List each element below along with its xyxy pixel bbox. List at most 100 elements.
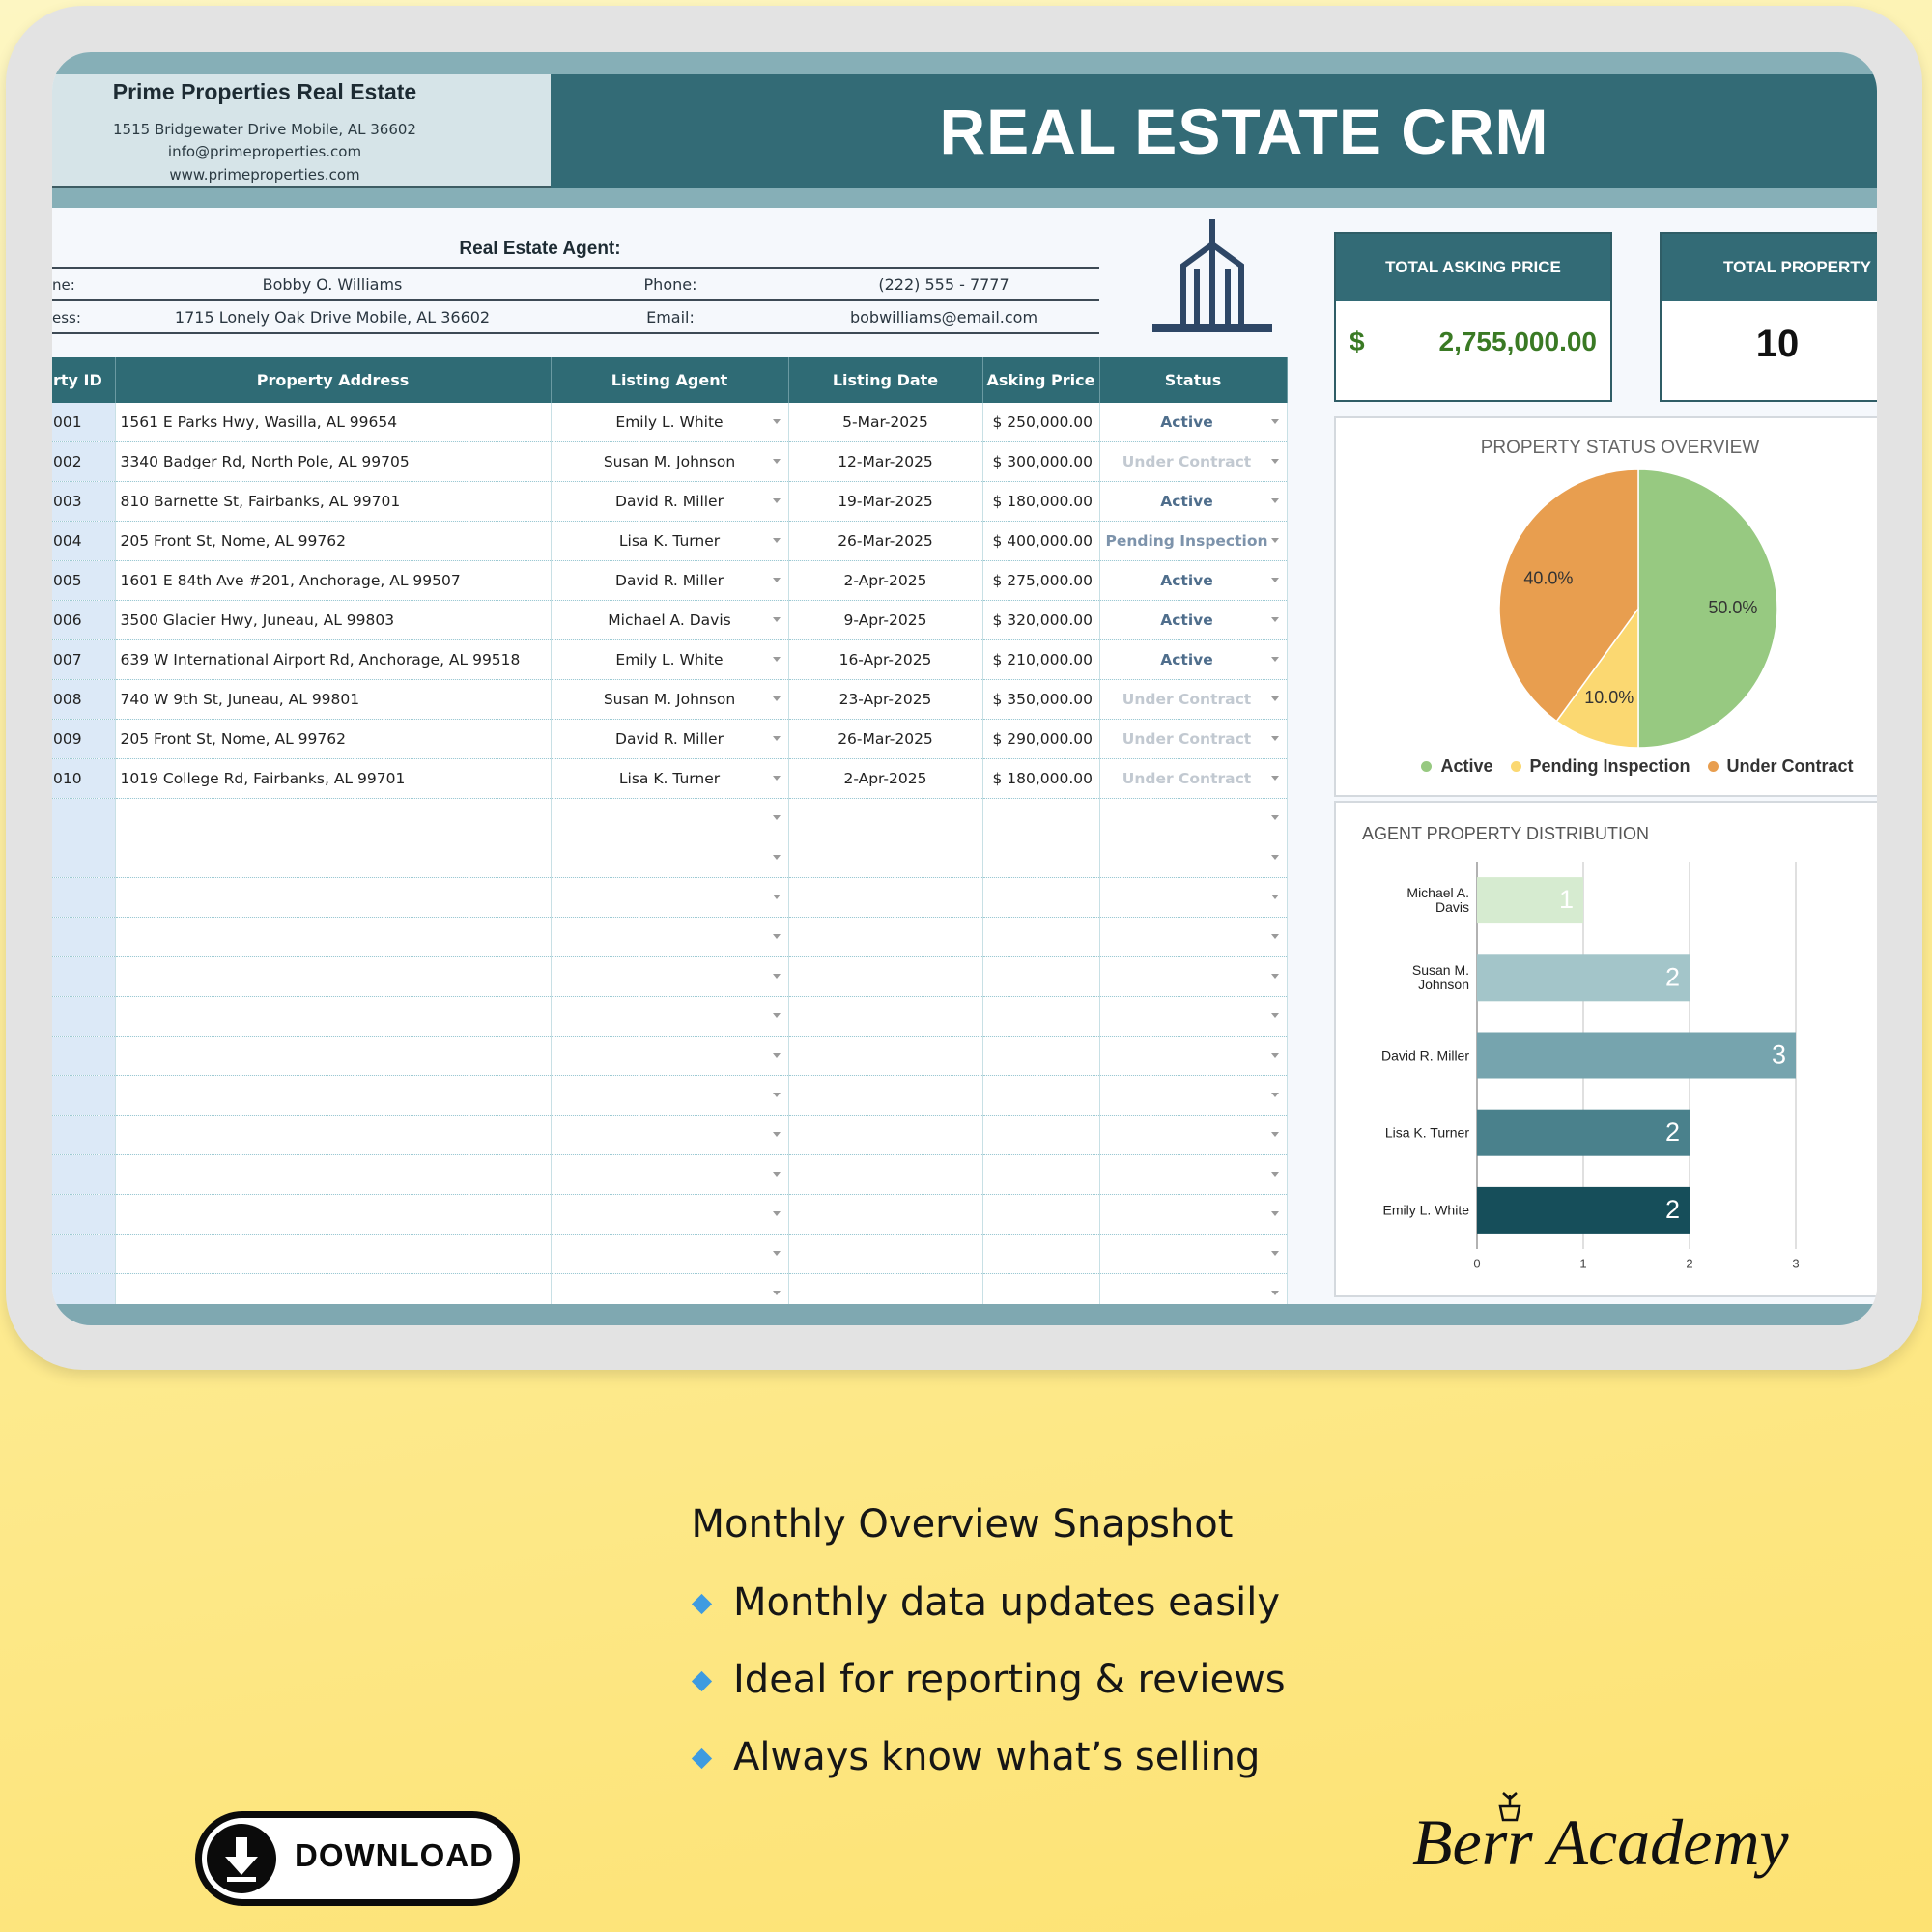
- field-label: ne:: [52, 276, 75, 294]
- listing-date: 9-Apr-2025: [788, 600, 983, 640]
- building-icon: [1152, 219, 1272, 332]
- field-label: Email:: [646, 308, 695, 327]
- legend: Active Pending Inspection Under Contract: [1336, 756, 1877, 777]
- legend-marker: [1707, 761, 1719, 772]
- brand-icon: [1498, 1792, 1521, 1822]
- empty-row: [52, 798, 1288, 838]
- bottom-band: [52, 1304, 1877, 1325]
- download-label[interactable]: DOWNLOAD: [295, 1837, 494, 1873]
- listing-agent: Emily L. White: [551, 639, 789, 680]
- bullet-icon: [691, 1747, 713, 1770]
- divider: [52, 267, 1099, 269]
- agent-phone: (222) 555 - 7777: [878, 275, 1009, 294]
- legend-item: Pending Inspection: [1510, 756, 1690, 777]
- kpi-card: TOTAL PROPERTY 10: [1660, 232, 1877, 402]
- asking-price: $ 350,000.00: [982, 679, 1100, 720]
- empty-row: [52, 1036, 1288, 1076]
- empty-cell: [1099, 798, 1288, 838]
- listing-date: 12-Mar-2025: [788, 441, 983, 482]
- divider: [52, 299, 1099, 301]
- empty-cell: [1099, 1194, 1288, 1235]
- empty-cell: [982, 996, 1100, 1037]
- bar-value-label: 2: [1665, 1195, 1680, 1224]
- pie-chart: 50.0% 10.0% 40.0%: [1498, 469, 1778, 749]
- company-address: 1515 Bridgewater Drive Mobile, AL 36602: [113, 121, 416, 138]
- listing-agent: David R. Miller: [551, 719, 789, 759]
- listing-agent: Michael A. Davis: [551, 600, 789, 640]
- title-box: [551, 74, 1877, 188]
- property-address: 3500 Glacier Hwy, Juneau, AL 99803: [115, 600, 552, 640]
- empty-cell: [52, 1075, 116, 1116]
- empty-cell: [115, 1075, 552, 1116]
- legend-label: Active: [1440, 756, 1493, 776]
- bar: [1477, 1032, 1796, 1079]
- asking-price: $ 290,000.00: [982, 719, 1100, 759]
- chart-title: PROPERTY STATUS OVERVIEW: [1480, 438, 1760, 458]
- column-header: Listing Date: [788, 357, 983, 403]
- empty-cell: [982, 917, 1100, 957]
- status: Active: [1099, 481, 1288, 522]
- agent-address: 1715 Lonely Oak Drive Mobile, AL 36602: [174, 308, 491, 327]
- empty-row: [52, 917, 1288, 957]
- property-id: 010: [52, 758, 116, 799]
- bar-panel: AGENT PROPERTY DISTRIBUTION 0 1 2 3 1 2 3 2 2 Mi…: [1334, 801, 1877, 1297]
- property-address: 740 W 9th St, Juneau, AL 99801: [115, 679, 552, 720]
- property-address: 205 Front St, Nome, AL 99762: [115, 521, 552, 561]
- x-tick-label: 2: [1686, 1256, 1692, 1270]
- empty-cell: [115, 917, 552, 957]
- x-tick-label: 1: [1579, 1256, 1586, 1270]
- empty-cell: [115, 1234, 552, 1274]
- asking-price: $ 300,000.00: [982, 441, 1100, 482]
- listing-agent: David R. Miller: [551, 560, 789, 601]
- listing-date: 26-Mar-2025: [788, 521, 983, 561]
- kpi-label: TOTAL PROPERTY: [1662, 234, 1877, 301]
- download-button[interactable]: DOWNLOAD: [195, 1811, 520, 1906]
- listing-agent: Susan M. Johnson: [551, 441, 789, 482]
- empty-row: [52, 1234, 1288, 1274]
- empty-cell: [788, 1036, 983, 1076]
- bar-value-label: 2: [1665, 1118, 1680, 1147]
- empty-cell: [1099, 1154, 1288, 1195]
- listing-agent: Lisa K. Turner: [551, 758, 789, 799]
- listing-date: 2-Apr-2025: [788, 560, 983, 601]
- kpi-value: 10: [1755, 323, 1800, 365]
- empty-cell: [115, 1154, 552, 1195]
- empty-cell: [115, 996, 552, 1037]
- table-row: 009 205 Front St, Nome, AL 99762 David R. …: [52, 719, 1288, 759]
- slice-label: 50.0%: [1708, 598, 1757, 617]
- empty-cell: [551, 956, 789, 997]
- empty-row: [52, 1154, 1288, 1195]
- empty-cell: [52, 1115, 116, 1155]
- listing-date: 5-Mar-2025: [788, 403, 983, 442]
- empty-cell: [788, 956, 983, 997]
- property-id: 002: [52, 441, 116, 482]
- promo-heading: Monthly Overview Snapshot: [691, 1502, 1234, 1547]
- empty-cell: [551, 798, 789, 838]
- bar: [1477, 877, 1583, 924]
- empty-cell: [788, 1234, 983, 1274]
- property-id: 003: [52, 481, 116, 522]
- empty-cell: [788, 1194, 983, 1235]
- legend-label: Under Contract: [1726, 756, 1854, 776]
- table-row: 002 3340 Badger Rd, North Pole, AL 99705 S…: [52, 441, 1288, 482]
- empty-cell: [52, 1154, 116, 1195]
- company-website: www.primeproperties.com: [169, 166, 360, 184]
- top-band: [52, 52, 1877, 74]
- status: Under Contract: [1099, 719, 1288, 759]
- slice-label: 40.0%: [1523, 568, 1573, 587]
- status: Under Contract: [1099, 758, 1288, 799]
- property-address: 1019 College Rd, Fairbanks, AL 99701: [115, 758, 552, 799]
- empty-cell: [1099, 1234, 1288, 1274]
- pie-slice: [1637, 469, 1778, 749]
- company-box: [52, 74, 551, 188]
- empty-cell: [982, 798, 1100, 838]
- empty-cell: [115, 798, 552, 838]
- empty-cell: [982, 1234, 1100, 1274]
- empty-cell: [788, 1115, 983, 1155]
- empty-cell: [52, 917, 116, 957]
- status: Pending Inspection: [1099, 521, 1288, 561]
- agent-email: bobwilliams@email.com: [849, 308, 1038, 327]
- empty-cell: [1099, 1075, 1288, 1116]
- column-header: rty ID: [52, 357, 116, 403]
- listing-date: 2-Apr-2025: [788, 758, 983, 799]
